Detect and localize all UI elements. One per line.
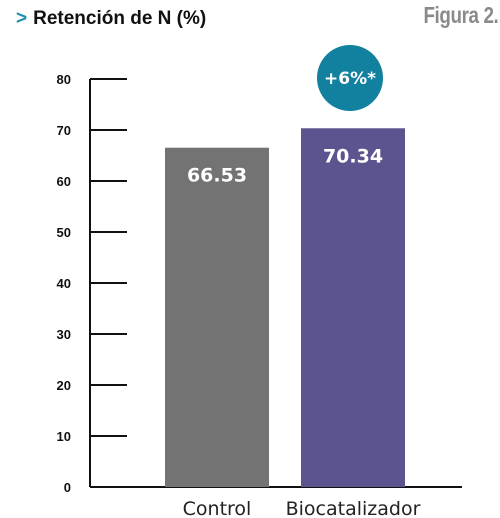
increase-badge <box>317 45 383 111</box>
y-tick-label: 60 <box>57 174 71 189</box>
y-tick-label: 70 <box>57 123 71 138</box>
chart-title-text: Retención de N (%) <box>33 8 207 29</box>
increase-badge-text: +6%* <box>324 69 376 89</box>
bar-control <box>165 147 269 487</box>
y-tick-label: 30 <box>57 327 71 342</box>
figure-label: Figura 2. <box>423 2 498 28</box>
y-tick-label: 0 <box>64 480 71 495</box>
x-category-label: Biocatalizador <box>286 498 421 518</box>
y-tick-label: 10 <box>57 429 71 444</box>
y-tick-label: 80 <box>57 72 71 87</box>
bar-value-label: 70.34 <box>323 145 383 167</box>
y-tick-label: 40 <box>57 276 71 291</box>
labels: 66.53 Control 70.34 Biocatalizador +6%* <box>183 45 421 518</box>
chart-title: > Retención de N (%) <box>16 8 206 30</box>
y-tick-label: 20 <box>57 378 71 393</box>
y-tick-label: 50 <box>57 225 71 240</box>
y-axis: 0 10 20 30 40 50 60 70 80 <box>57 72 462 495</box>
x-category-label: Control <box>183 498 252 518</box>
title-marker: > <box>16 8 28 29</box>
bar-value-label: 66.53 <box>187 165 247 187</box>
bar-biocatalizador <box>301 128 405 488</box>
bars <box>165 128 405 488</box>
